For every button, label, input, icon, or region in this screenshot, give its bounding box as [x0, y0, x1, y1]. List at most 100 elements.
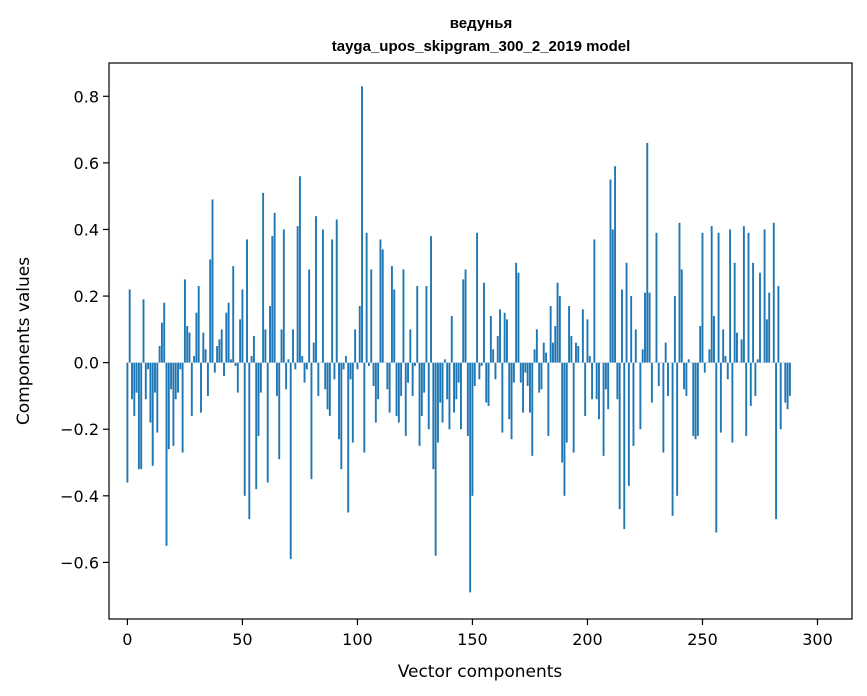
bar	[356, 362, 359, 370]
bar	[512, 362, 515, 383]
bar	[441, 362, 444, 423]
bar	[671, 362, 674, 516]
bar	[273, 212, 276, 363]
bar	[572, 362, 575, 453]
bar	[354, 329, 357, 363]
bar	[170, 362, 173, 390]
bar	[140, 362, 143, 470]
bar	[485, 362, 488, 403]
bar	[436, 362, 439, 443]
bar	[149, 362, 152, 423]
bar	[713, 316, 715, 363]
bar	[531, 362, 534, 456]
bar	[538, 362, 541, 393]
bar	[407, 362, 409, 383]
bar	[510, 362, 513, 440]
bar	[197, 286, 200, 363]
bar	[503, 312, 506, 363]
bar	[710, 226, 713, 363]
bar	[604, 362, 607, 390]
bar	[344, 355, 347, 363]
bar	[144, 362, 147, 400]
bar	[131, 362, 133, 400]
bar	[331, 239, 334, 363]
bar	[499, 309, 501, 363]
bar	[446, 362, 449, 400]
bar	[266, 362, 269, 483]
bar	[763, 229, 766, 363]
bar	[280, 329, 283, 363]
bar	[775, 362, 778, 520]
bar	[434, 362, 437, 556]
bar	[752, 262, 755, 363]
bar	[492, 349, 495, 363]
bar	[154, 362, 156, 393]
bar	[478, 362, 481, 380]
bar	[747, 232, 750, 363]
bar	[554, 326, 557, 363]
bar	[409, 329, 412, 363]
bar	[703, 362, 706, 373]
bar	[351, 362, 354, 443]
bar	[696, 362, 699, 436]
bar	[340, 362, 343, 470]
bar	[326, 362, 329, 410]
bar	[568, 306, 571, 363]
bar	[142, 299, 145, 363]
bars-group	[126, 86, 791, 593]
bar	[296, 226, 299, 363]
bar	[160, 322, 163, 363]
bar	[598, 362, 600, 420]
bar	[483, 282, 485, 363]
bar	[298, 176, 301, 363]
bar	[678, 222, 681, 363]
bar	[685, 362, 688, 396]
bar	[673, 296, 676, 363]
x-axis-ticks: 0 50 100 150 200 250 300	[122, 619, 833, 649]
bar	[759, 272, 761, 363]
bar	[358, 306, 361, 363]
bar	[172, 362, 175, 446]
bar	[476, 232, 478, 363]
bar	[312, 342, 315, 363]
bar	[683, 362, 686, 390]
bar	[501, 362, 504, 433]
bar	[193, 355, 196, 363]
bar	[195, 312, 198, 363]
bar	[158, 345, 161, 363]
bar	[248, 362, 251, 520]
bar	[614, 166, 617, 363]
bar	[756, 359, 759, 363]
bar	[547, 362, 550, 436]
bar	[255, 362, 258, 490]
bar	[439, 362, 442, 403]
bar	[423, 362, 426, 393]
bar	[588, 355, 591, 363]
bar	[639, 362, 642, 430]
bar	[754, 362, 757, 396]
bar	[455, 362, 458, 400]
bar	[427, 362, 430, 430]
bar	[646, 142, 649, 363]
bar	[680, 269, 683, 363]
bar	[315, 216, 317, 363]
bar	[545, 352, 548, 363]
bar	[577, 345, 580, 363]
bar	[745, 362, 748, 436]
bar	[676, 362, 679, 496]
bar	[494, 362, 497, 380]
bar	[611, 229, 614, 363]
bar	[733, 262, 736, 363]
bar	[701, 232, 704, 363]
bar	[128, 289, 131, 363]
bar	[593, 239, 596, 363]
bar	[317, 362, 320, 396]
bar	[586, 319, 589, 363]
bar	[480, 362, 483, 366]
bar	[232, 266, 235, 363]
chart-subtitle: tayga_upos_skipgram_300_2_2019 model	[332, 38, 631, 55]
y-tick-label: −0.2	[60, 420, 99, 439]
bar	[768, 292, 771, 363]
bar	[137, 362, 140, 470]
bar	[777, 286, 780, 363]
